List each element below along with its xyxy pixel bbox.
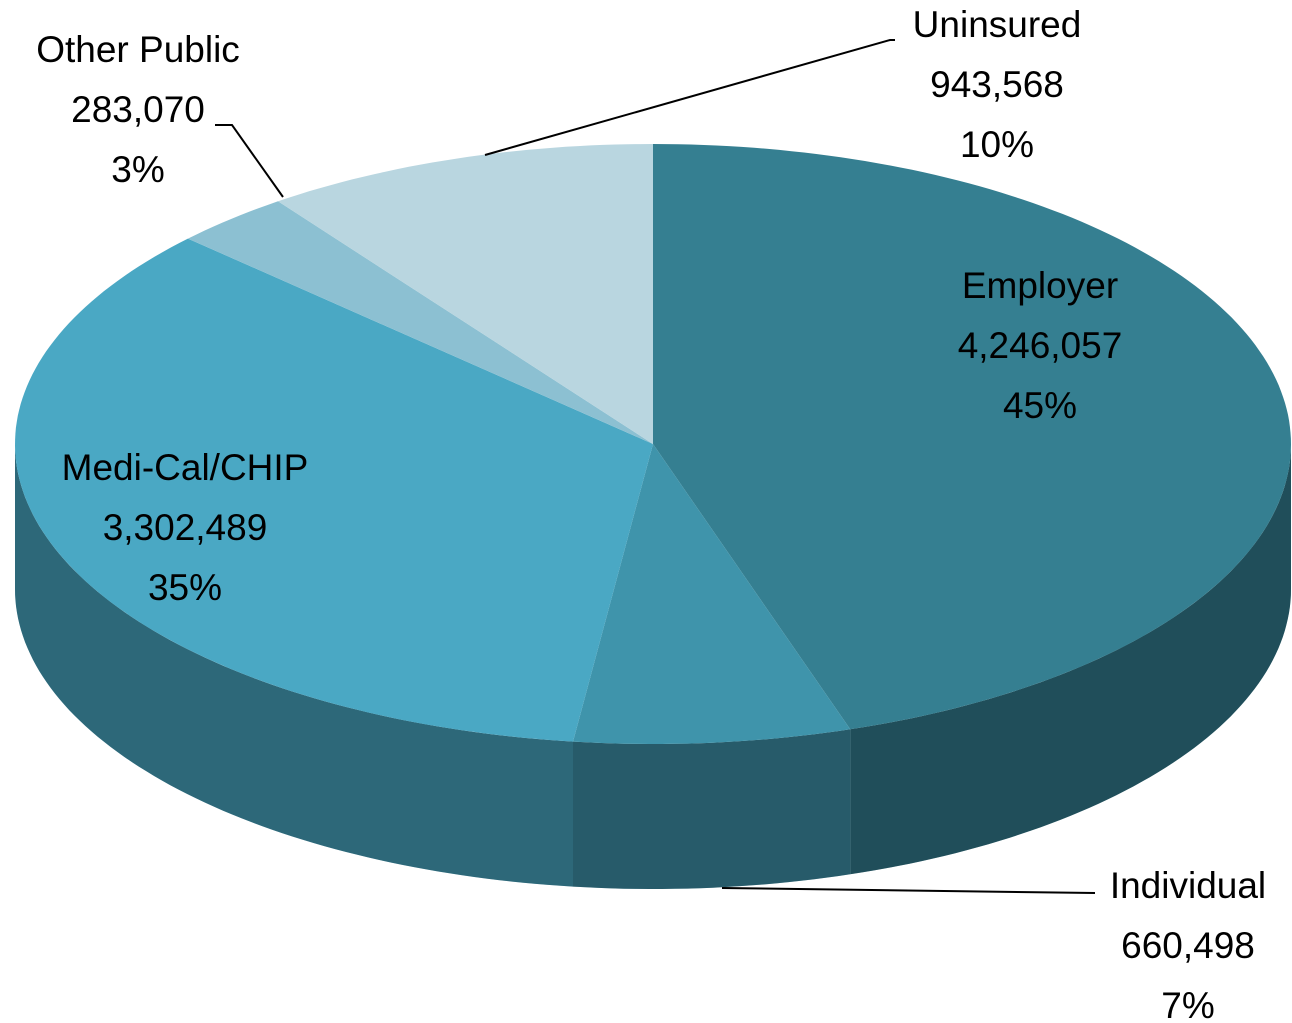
- leader-line: [215, 124, 284, 198]
- labels: Employer 4,246,057 45% Individual 660,498 7% M…: [36, 4, 1266, 1023]
- value-label: 283,070: [71, 89, 205, 130]
- percent-label: 10%: [960, 124, 1034, 165]
- pie-side-shade: [15, 444, 573, 887]
- pie-slice: [15, 238, 653, 742]
- value-label: 3,302,489: [103, 507, 268, 548]
- pie-side-shade: [573, 729, 851, 889]
- slice-label: Employer: [962, 265, 1118, 306]
- pie-slice: [653, 144, 1291, 730]
- slice-label: Medi-Cal/CHIP: [62, 447, 309, 488]
- value-label: 4,246,057: [958, 325, 1123, 366]
- pie-slice: [573, 444, 851, 744]
- pie-slice: [187, 201, 653, 444]
- pie-slice: [278, 144, 653, 444]
- pie-side: [573, 729, 851, 889]
- slice-label: Other Public: [36, 29, 240, 70]
- percent-label: 7%: [1161, 985, 1214, 1023]
- pie-side: [15, 444, 573, 887]
- pie-side-shade: [850, 444, 1291, 875]
- pie-tops: [15, 144, 1291, 744]
- pie-sides: [15, 444, 1291, 889]
- value-label: 943,568: [930, 64, 1064, 105]
- slice-label: Individual: [1110, 865, 1266, 906]
- leader-line: [484, 39, 895, 156]
- pie-side: [850, 444, 1291, 875]
- percent-label: 3%: [111, 149, 164, 190]
- slice-label: Uninsured: [913, 4, 1082, 45]
- percent-label: 35%: [148, 567, 222, 608]
- percent-label: 45%: [1003, 385, 1077, 426]
- value-label: 660,498: [1121, 925, 1255, 966]
- leader-line: [721, 887, 1096, 894]
